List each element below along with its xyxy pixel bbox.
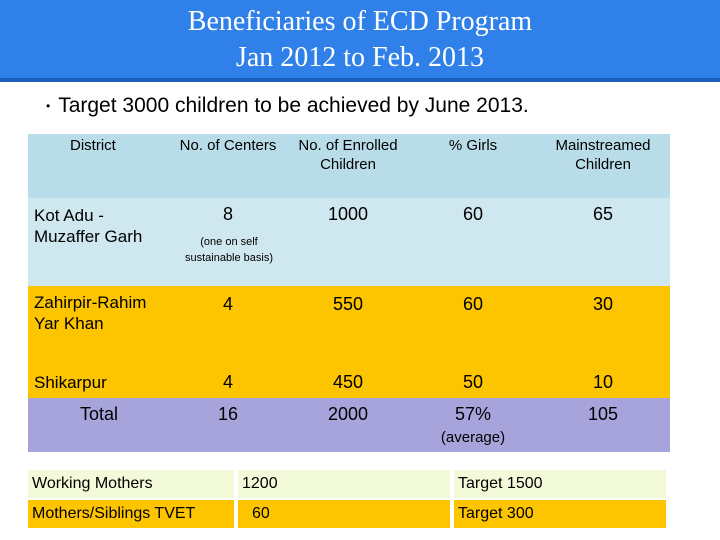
tvet-label: Mothers/Siblings TVET <box>28 500 234 528</box>
header-mainstreamed: Mainstreamed Children <box>536 134 670 198</box>
cell-total-enrolled: 2000 <box>327 404 369 424</box>
cell-mainstreamed: 10 <box>592 372 614 392</box>
working-mothers-label: Working Mothers <box>28 470 234 498</box>
header-enrolled: No. of Enrolled Children <box>286 134 410 198</box>
cell-enrolled: 550 <box>332 294 364 314</box>
slide-title-line-2: Jan 2012 to Feb. 2013 <box>235 42 485 73</box>
cell-centers: 4 <box>222 294 233 314</box>
table-row <box>28 198 670 286</box>
header-girls: % Girls <box>410 134 536 198</box>
cell-total-label: Total <box>79 404 119 424</box>
cell-girls: 60 <box>462 294 484 314</box>
cell-centers: 4 <box>222 372 233 392</box>
cell-district: Kot Adu - Muzaffer Garh <box>34 206 143 246</box>
bullet-icon: • <box>46 99 51 114</box>
slide-title-line-1: Beneficiaries of ECD Program <box>187 6 533 37</box>
header-district: District <box>28 134 170 198</box>
cell-girls: 60 <box>462 204 484 224</box>
target-bullet: • Target 3000 children to be achieved by … <box>46 94 529 118</box>
working-mothers-target: Target 1500 <box>454 470 666 498</box>
table-row <box>28 286 670 398</box>
cell-total-mainstreamed: 105 <box>587 404 619 424</box>
table-row-total <box>28 398 670 452</box>
cell-enrolled: 450 <box>332 372 364 392</box>
cell-enrolled: 1000 <box>327 204 369 224</box>
tvet-target: Target 300 <box>454 500 666 528</box>
cell-centers: 8 <box>222 204 233 224</box>
title-bar: Beneficiaries of ECD Program Jan 2012 to… <box>0 0 720 82</box>
cell-total-girls-note: (average) <box>440 429 506 446</box>
cell-girls: 50 <box>462 372 484 392</box>
cell-total-girls: 57% <box>454 404 492 424</box>
cell-mainstreamed: 65 <box>592 204 614 224</box>
cell-mainstreamed: 30 <box>592 294 614 314</box>
cell-district: Zahirpir-Rahim Yar Khan <box>34 293 147 333</box>
cell-total-centers: 16 <box>217 404 239 424</box>
cell-district: Shikarpur <box>34 373 107 392</box>
working-mothers-value: 1200 <box>238 470 450 498</box>
cell-centers-note: (one on self sustainable basis) <box>184 236 274 264</box>
tvet-value: 60 <box>238 500 450 528</box>
target-text: Target 3000 children to be achieved by J… <box>58 94 529 117</box>
header-centers: No. of Centers <box>170 134 286 198</box>
